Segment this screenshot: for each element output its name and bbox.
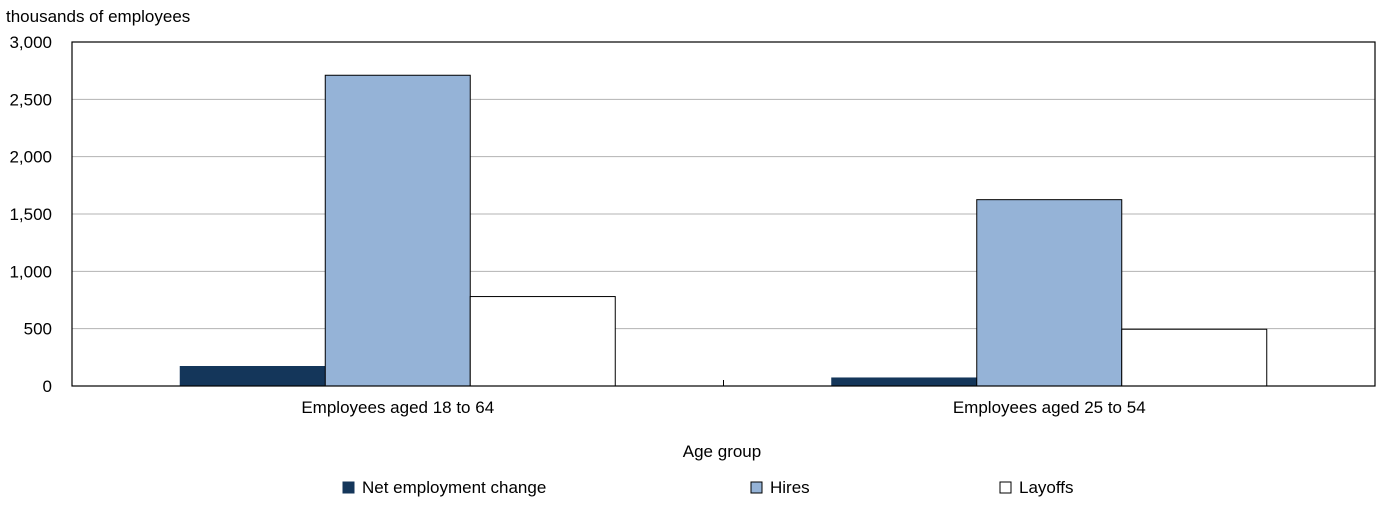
bar-hires — [976, 199, 1123, 387]
y-tick-label: 2,000 — [9, 148, 52, 167]
legend-swatch — [999, 481, 1012, 494]
x-tick-label: Employees aged 18 to 64 — [301, 398, 494, 417]
y-tick-label: 3,000 — [9, 33, 52, 52]
legend-label: Layoffs — [1019, 478, 1074, 497]
legend-swatch — [750, 481, 763, 494]
legend-label: Hires — [770, 478, 810, 497]
y-tick-label: 500 — [24, 320, 52, 339]
bar-layoffs — [1121, 328, 1268, 387]
y-tick-label: 0 — [43, 377, 52, 396]
y-axis-title: thousands of employees — [6, 7, 190, 26]
legend: Net employment change Hires Layoffs — [342, 478, 1074, 497]
y-axis-ticks: 0 500 1,000 1,500 2,000 2,500 3,000 — [9, 33, 52, 396]
y-tick-label: 1,500 — [9, 205, 52, 224]
legend-swatch — [342, 481, 355, 494]
gridlines — [72, 98, 1375, 330]
y-tick-label: 1,000 — [9, 262, 52, 281]
y-tick-label: 2,500 — [9, 90, 52, 109]
bar-layoffs — [469, 296, 616, 387]
bar-net-employment-change — [179, 366, 326, 387]
bar-hires — [324, 74, 471, 387]
x-tick-label: Employees aged 25 to 54 — [953, 398, 1146, 417]
x-axis-title: Age group — [683, 442, 761, 461]
legend-label: Net employment change — [362, 478, 546, 497]
bars — [179, 74, 1268, 387]
bar-net-employment-change — [831, 377, 978, 387]
x-axis-ticks: Employees aged 18 to 64 Employees aged 25… — [301, 380, 1146, 417]
